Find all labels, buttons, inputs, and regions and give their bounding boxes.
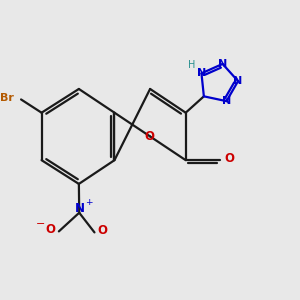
Text: O: O <box>144 130 154 143</box>
Text: O: O <box>225 152 235 165</box>
Text: N: N <box>233 76 243 86</box>
Text: N: N <box>197 68 206 78</box>
Text: N: N <box>222 96 231 106</box>
Text: N: N <box>75 202 85 215</box>
Text: +: + <box>85 198 92 207</box>
Text: O: O <box>97 224 107 237</box>
Text: H: H <box>188 60 196 70</box>
Text: −: − <box>35 219 45 229</box>
Text: O: O <box>45 223 56 236</box>
Text: N: N <box>218 59 227 69</box>
Text: Br: Br <box>0 93 14 103</box>
